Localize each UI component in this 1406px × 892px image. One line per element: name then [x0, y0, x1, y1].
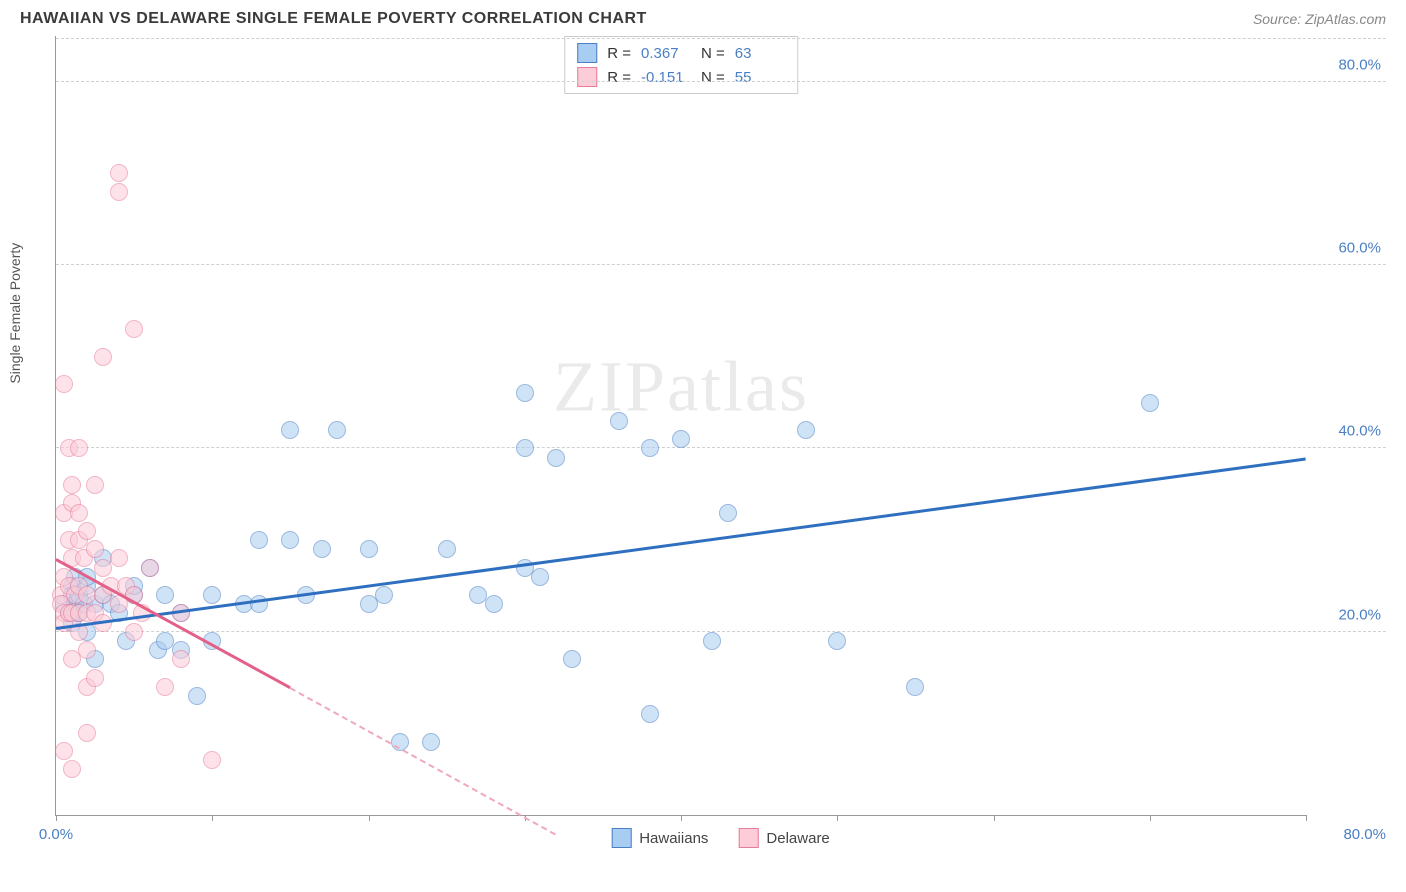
x-tick: [681, 815, 682, 821]
scatter-point: [281, 531, 299, 549]
legend-label: Delaware: [766, 830, 829, 847]
legend-swatch: [577, 67, 597, 87]
scatter-point: [203, 586, 221, 604]
stats-row: R = -0.151 N = 55: [577, 65, 785, 89]
scatter-point: [360, 540, 378, 558]
x-tick: [994, 815, 995, 821]
scatter-point: [110, 549, 128, 567]
scatter-point: [610, 412, 628, 430]
gridline: [56, 631, 1386, 632]
watermark: ZIPatlas: [553, 345, 809, 428]
bottom-legend: Hawaiians Delaware: [611, 828, 830, 848]
scatter-point: [563, 650, 581, 668]
scatter-point: [110, 164, 128, 182]
stats-row: R = 0.367 N = 63: [577, 41, 785, 65]
y-tick-label: 80.0%: [1338, 56, 1381, 73]
scatter-point: [516, 384, 534, 402]
gridline: [56, 38, 1386, 39]
scatter-point: [86, 540, 104, 558]
scatter-point: [172, 650, 190, 668]
scatter-point: [188, 687, 206, 705]
stat-r-label: R =: [607, 45, 631, 62]
x-tick: [56, 815, 57, 821]
scatter-point: [70, 439, 88, 457]
source-attribution: Source: ZipAtlas.com: [1253, 11, 1386, 27]
scatter-point: [55, 742, 73, 760]
chart-title: HAWAIIAN VS DELAWARE SINGLE FEMALE POVER…: [20, 10, 647, 28]
scatter-point: [422, 733, 440, 751]
y-axis-label: Single Female Poverty: [7, 243, 23, 384]
scatter-point: [156, 678, 174, 696]
legend-swatch: [738, 828, 758, 848]
scatter-point: [125, 623, 143, 641]
scatter-point: [641, 439, 659, 457]
gridline: [56, 264, 1386, 265]
scatter-point: [94, 348, 112, 366]
scatter-point: [110, 183, 128, 201]
scatter-point: [719, 504, 737, 522]
stats-legend: R = 0.367 N = 63 R = -0.151 N = 55: [564, 36, 798, 94]
scatter-point: [313, 540, 331, 558]
x-tick: [212, 815, 213, 821]
stat-n-label: N =: [701, 69, 725, 86]
scatter-point: [516, 439, 534, 457]
scatter-point: [86, 476, 104, 494]
scatter-point: [328, 421, 346, 439]
scatter-point: [828, 632, 846, 650]
x-tick: [1150, 815, 1151, 821]
scatter-point: [70, 504, 88, 522]
x-tick: [369, 815, 370, 821]
legend-swatch: [611, 828, 631, 848]
stat-n-value: 55: [735, 69, 785, 86]
scatter-point: [203, 751, 221, 769]
chart-container: Single Female Poverty ZIPatlas R =0.367N…: [55, 36, 1386, 856]
gridline: [56, 81, 1386, 82]
scatter-point: [1141, 394, 1159, 412]
stat-n-label: N =: [701, 45, 725, 62]
scatter-point: [531, 568, 549, 586]
legend-item: Delaware: [738, 828, 829, 848]
scatter-point: [547, 449, 565, 467]
scatter-point: [438, 540, 456, 558]
scatter-point: [281, 421, 299, 439]
scatter-point: [86, 669, 104, 687]
y-tick-label: 60.0%: [1338, 240, 1381, 257]
scatter-point: [906, 678, 924, 696]
x-tick-label: 0.0%: [39, 826, 73, 843]
legend-item: Hawaiians: [611, 828, 708, 848]
scatter-point: [141, 559, 159, 577]
scatter-point: [250, 531, 268, 549]
scatter-point: [55, 375, 73, 393]
x-tick-label: 80.0%: [1343, 826, 1386, 843]
stat-r-value: -0.151: [641, 69, 691, 86]
scatter-point: [63, 760, 81, 778]
scatter-point: [485, 595, 503, 613]
trend-line: [290, 687, 557, 836]
scatter-point: [78, 724, 96, 742]
scatter-point: [375, 586, 393, 604]
stat-r-label: R =: [607, 69, 631, 86]
scatter-point: [63, 476, 81, 494]
legend-swatch: [577, 43, 597, 63]
scatter-point: [156, 586, 174, 604]
plot-area: ZIPatlas R =0.367N =63R =-0.151N =55 20.…: [55, 36, 1306, 816]
y-tick-label: 40.0%: [1338, 423, 1381, 440]
gridline: [56, 447, 1386, 448]
trend-line: [56, 458, 1306, 630]
scatter-point: [703, 632, 721, 650]
scatter-point: [641, 705, 659, 723]
stat-n-value: 63: [735, 45, 785, 62]
x-tick: [1306, 815, 1307, 821]
scatter-point: [797, 421, 815, 439]
stat-r-value: 0.367: [641, 45, 691, 62]
scatter-point: [78, 641, 96, 659]
scatter-point: [125, 320, 143, 338]
y-tick-label: 20.0%: [1338, 606, 1381, 623]
x-tick: [837, 815, 838, 821]
scatter-point: [78, 522, 96, 540]
legend-label: Hawaiians: [639, 830, 708, 847]
scatter-point: [672, 430, 690, 448]
